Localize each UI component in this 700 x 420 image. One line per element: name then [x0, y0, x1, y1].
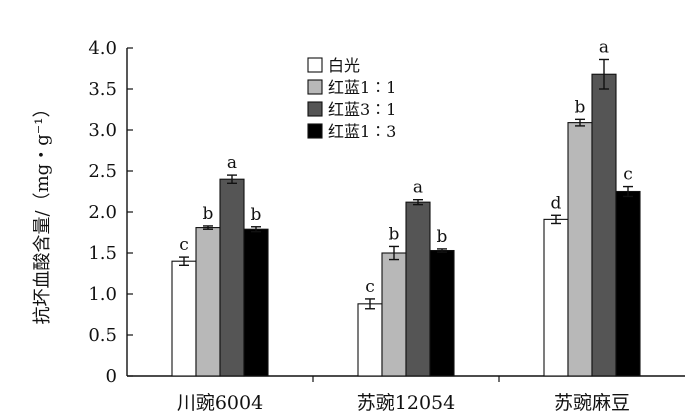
y-tick-label: 1.0 [88, 284, 117, 305]
y-tick-label: 0.5 [88, 325, 117, 346]
legend-swatch [307, 79, 323, 95]
bar [381, 252, 407, 377]
axes: 0 0.5 1.0 1.5 2.0 2.5 3.0 3.5 4.0 川豌6004 苏豌12054 苏豌… [88, 38, 685, 414]
y-tick-label: 1.5 [88, 243, 117, 264]
bar [591, 73, 617, 377]
x-category-label: 苏豌麻豆 [554, 392, 630, 414]
bar [219, 178, 245, 377]
significance-label: b [437, 227, 448, 247]
x-category-label: 苏豌12054 [357, 392, 455, 414]
bar [615, 190, 641, 377]
significance-label: c [179, 235, 189, 255]
significance-label: a [227, 153, 237, 173]
bar [429, 249, 455, 377]
significance-label: c [623, 165, 633, 185]
significance-label: b [203, 204, 214, 224]
legend-label: 红蓝3∶1 [328, 100, 396, 119]
bar [171, 260, 197, 377]
significance-label: b [575, 97, 586, 117]
bar [243, 228, 269, 377]
significance-label: b [251, 205, 262, 225]
legend-label: 红蓝1∶3 [328, 122, 396, 141]
bar [405, 201, 431, 377]
y-tick-label: 3.5 [88, 79, 117, 100]
bar [195, 227, 221, 377]
significance-label: a [599, 37, 609, 57]
legend-label: 白光 [328, 56, 360, 75]
legend-swatch [307, 57, 323, 73]
y-axis-label: 抗坏血酸含量/（mg・g⁻¹） [32, 100, 53, 325]
legend-label: 红蓝1∶1 [328, 78, 396, 97]
significance-label: b [389, 224, 400, 244]
bar [543, 218, 569, 377]
legend-swatch [307, 101, 323, 117]
y-tick-label: 0 [106, 366, 117, 387]
significance-label: c [365, 277, 375, 297]
significance-label: a [413, 178, 423, 198]
y-tick-label: 2.0 [88, 202, 117, 223]
legend-swatch [307, 123, 323, 139]
bar [357, 303, 383, 377]
x-category-label: 川豌6004 [177, 392, 263, 414]
bar [567, 122, 593, 377]
significance-label: d [551, 193, 562, 213]
y-tick-label: 3.0 [88, 120, 117, 141]
y-tick-label: 2.5 [88, 161, 117, 182]
y-tick-label: 4.0 [88, 38, 117, 59]
